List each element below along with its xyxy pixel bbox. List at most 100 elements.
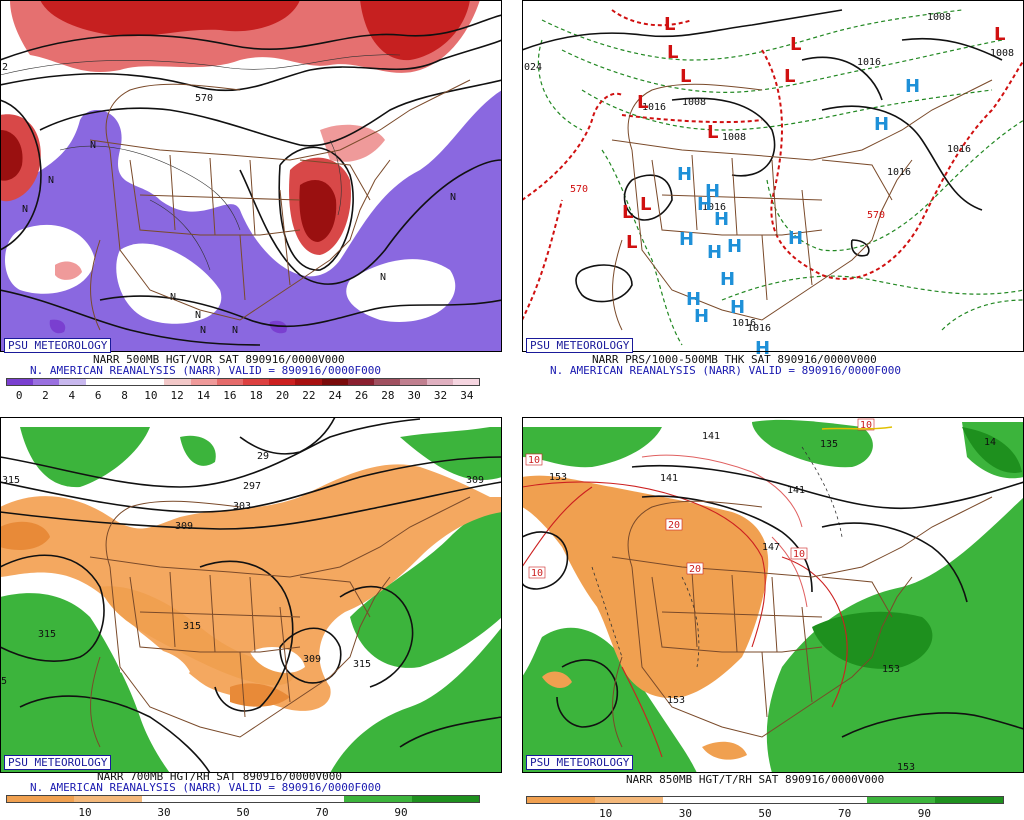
colorbar-tick-label: 14 [196,389,211,402]
isotherm-label: 20 [689,564,701,575]
panel-850mb-temp-rh: 153 141 141 135 147 141 153 153 153 14 1… [522,417,1024,820]
rh-colorbar [526,796,1004,804]
colorbar-swatch [216,379,243,385]
colorbar-swatch [33,379,60,385]
panel-500mb-vorticity: 570 N N N N N N N N N 2 PSU METEOROLOGY … [0,0,502,402]
high-pressure-marker: H [720,269,735,290]
psu-meteorology-logo: PSU METEOROLOGY [526,755,634,770]
isotherm-label: 20 [668,520,680,531]
colorbar-swatch [799,797,867,803]
colorbar-swatch [164,379,191,385]
chart-caption: NARR 500MB HGT/VOR SAT 890916/0000V000 [93,353,345,366]
colorbar-swatch [85,379,112,385]
contour-label: 315 [183,621,201,632]
contour-label: 141 [660,473,678,484]
colorbar-swatch [138,379,165,385]
colorbar-tick-label: 30 [678,807,692,820]
chart-caption: NARR PRS/1000-500MB THK SAT 890916/0000V… [592,353,877,366]
colorbar-swatch [527,797,595,803]
isobar-label: 1008 [682,97,706,108]
colorbar-swatch [276,796,345,802]
low-pressure-marker: L [626,232,637,253]
colorbar-tick-label: 6 [94,389,102,402]
colorbar-swatch [400,379,427,385]
high-pressure-marker: H [677,164,692,185]
vorticity-minimum-label: N [48,175,54,186]
psu-meteorology-logo: PSU METEOROLOGY [4,338,112,353]
isotherm-label: 10 [793,549,805,560]
colorbar-swatch [867,797,935,803]
colorbar-swatch [141,796,210,802]
rh-colorbar-ticks: 10 30 50 70 90 [526,807,1004,820]
isobar-label: 1016 [887,167,911,178]
chart-caption: NARR 850MB HGT/T/RH SAT 890916/0000V000 [626,773,885,786]
vorticity-colorbar-ticks: 0 2 4 6 8 10 12 14 16 18 20 22 24 26 28 30 32 34 [6,389,480,402]
vorticity-minimum-label: N [22,204,28,215]
chart-validity-caption: N. AMERICAN REANALYSIS (NARR) VALID = 89… [30,364,381,377]
colorbar-swatch [731,797,799,803]
colorbar-swatch [295,379,322,385]
contour-label: 147 [762,542,780,553]
panel-pressure-thickness: 1008 1016 1016 1016 1016 1008 1008 1016 … [522,0,1024,402]
vorticity-minimum-label: N [450,192,456,203]
contour-label: 2 [2,62,8,73]
high-pressure-marker: H [874,114,889,135]
colorbar-swatch [209,796,277,802]
colorbar-tick-label: 32 [433,389,448,402]
vorticity-minimum-label: N [380,272,386,283]
colorbar-tick-label: 18 [249,389,263,402]
moist-area [0,593,170,773]
high-pressure-marker: H [788,228,803,249]
colorbar-tick-label: 8 [121,389,128,402]
colorbar-tick-label: 12 [170,389,184,402]
colorbar-swatch [663,797,731,803]
colorbar-tick-label: 26 [354,389,369,402]
colorbar-tick-label: 34 [460,389,474,402]
dry-area [522,475,769,698]
high-pressure-marker: H [679,229,694,250]
high-pressure-marker: H [694,306,709,327]
contour-label: 315 [38,629,56,640]
chart-caption: NARR 700MB HGT/RH SAT 890916/0000V000 [97,770,343,783]
colorbar-tick-label: 90 [917,807,931,820]
colorbar-swatch [59,379,86,385]
isotherm-label: 10 [860,420,872,431]
contour-label: 141 [787,485,805,496]
high-pressure-marker: H [705,181,720,202]
colorbar-swatch [321,379,348,385]
low-pressure-marker: L [994,24,1005,45]
pressure-thickness-map: 1008 1016 1016 1016 1016 1008 1008 1016 … [522,0,1024,359]
high-pressure-marker: H [730,297,745,318]
vorticity-map: 570 N N N N N N N N N 2 [0,0,502,352]
colorbar-swatch [7,796,75,802]
isobar-label: 1008 [722,132,746,143]
colorbar-swatch [411,796,479,802]
contour-label: 297 [243,481,261,492]
contour-label: 5 [1,676,7,687]
isobar-label: 024 [524,62,542,73]
high-pressure-marker: H [905,76,920,97]
high-pressure-marker: H [686,289,701,310]
contour-label: 315 [2,475,20,486]
vorticity-minimum-label: N [90,140,96,151]
low-pressure-marker: L [622,202,633,223]
colorbar-tick-label: 90 [394,806,408,819]
isobar-label: 1016 [732,318,756,329]
contour-label: 153 [882,664,900,675]
colorbar-tick-label: 10 [599,807,613,820]
colorbar-tick-label: 28 [381,389,395,402]
contour-label: 309 [175,521,193,532]
colorbar-tick-label: 30 [407,389,421,402]
rh-700mb-map: 315 29 297 303 309 315 315 309 315 309 5 [0,417,502,774]
colorbar-tick-label: 70 [838,807,852,820]
contour-label: 141 [702,431,720,442]
vorticity-minimum-label: N [200,325,206,336]
low-pressure-marker: L [667,42,678,63]
psu-meteorology-logo: PSU METEOROLOGY [526,338,634,353]
colorbar-swatch [426,379,453,385]
rh-colorbar-ticks: 10 30 50 70 90 [6,806,480,819]
contour-label: 135 [820,439,838,450]
contour-label: 153 [897,762,915,773]
contour-label: 14 [984,437,996,448]
colorbar-tick-label: 50 [758,807,772,820]
